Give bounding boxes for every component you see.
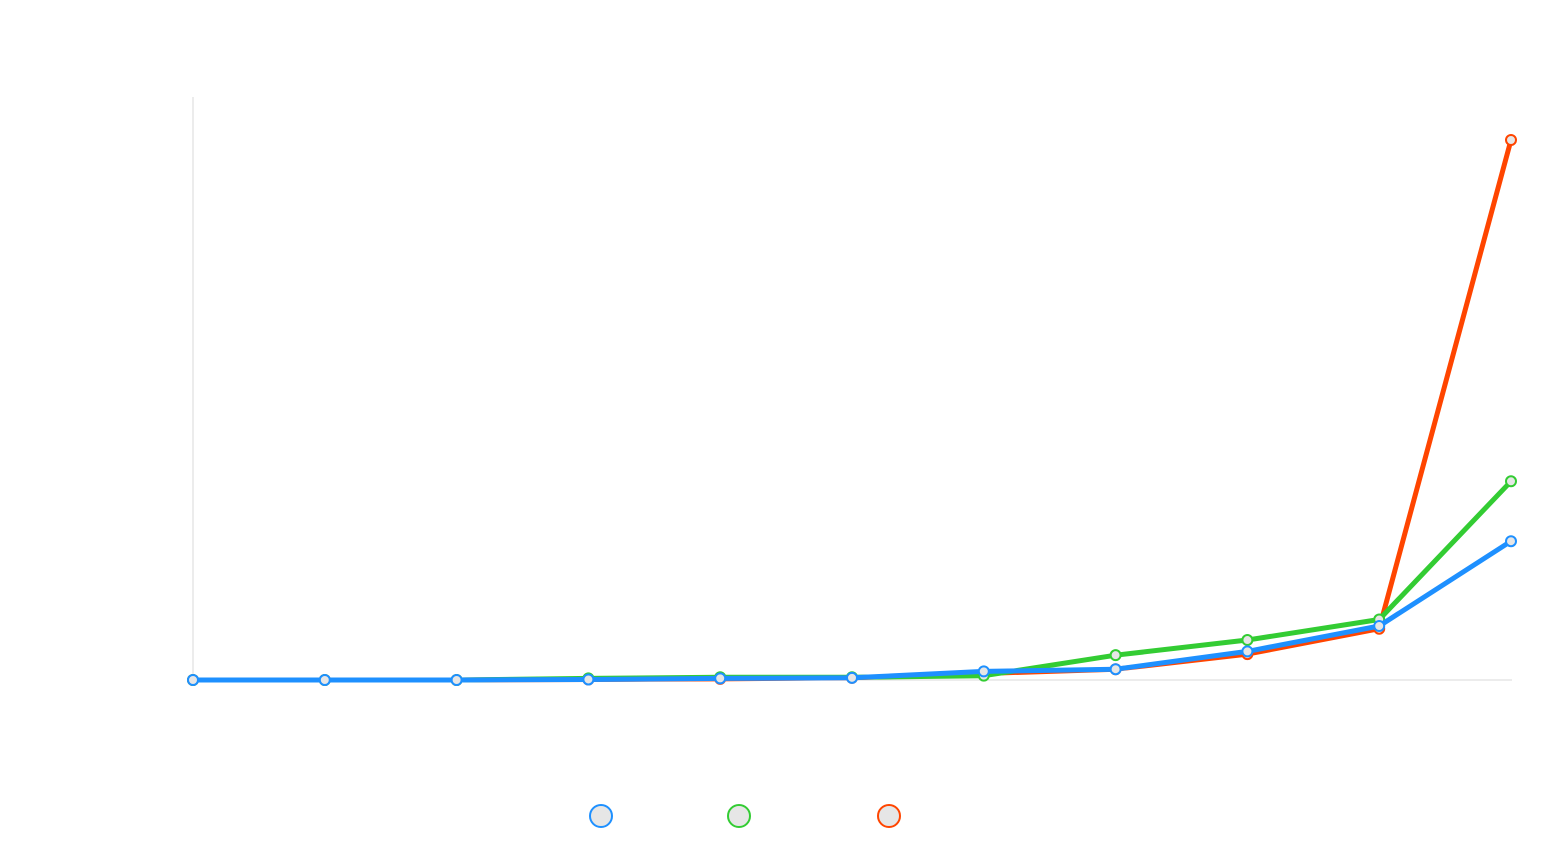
data-point[interactable]	[977, 665, 990, 678]
data-point[interactable]	[1241, 634, 1254, 647]
data-point[interactable]	[1505, 134, 1517, 146]
data-point[interactable]	[1505, 535, 1517, 548]
data-point[interactable]	[1241, 645, 1254, 658]
series-line-0	[190, 137, 1514, 683]
data-point[interactable]	[1505, 475, 1517, 488]
legend-item[interactable]	[727, 804, 751, 828]
legend-marker[interactable]	[727, 804, 751, 828]
legend-item[interactable]	[589, 804, 613, 828]
data-point[interactable]	[582, 673, 595, 686]
legend-marker[interactable]	[589, 804, 613, 828]
series-line-1	[190, 478, 1514, 683]
data-point[interactable]	[450, 674, 463, 686]
data-point[interactable]	[714, 672, 727, 685]
series-0	[187, 134, 1517, 686]
data-point[interactable]	[1373, 620, 1386, 632]
data-point[interactable]	[1109, 649, 1122, 662]
legend-marker[interactable]	[877, 804, 901, 828]
legend-item[interactable]	[877, 804, 901, 828]
data-point[interactable]	[846, 671, 858, 684]
series-1	[187, 475, 1517, 686]
legend	[589, 804, 901, 828]
series-2	[187, 535, 1517, 686]
series-layer	[187, 134, 1517, 686]
series-line-2	[190, 538, 1514, 683]
data-point[interactable]	[187, 674, 199, 686]
data-point[interactable]	[318, 674, 331, 686]
data-point[interactable]	[1109, 663, 1122, 676]
